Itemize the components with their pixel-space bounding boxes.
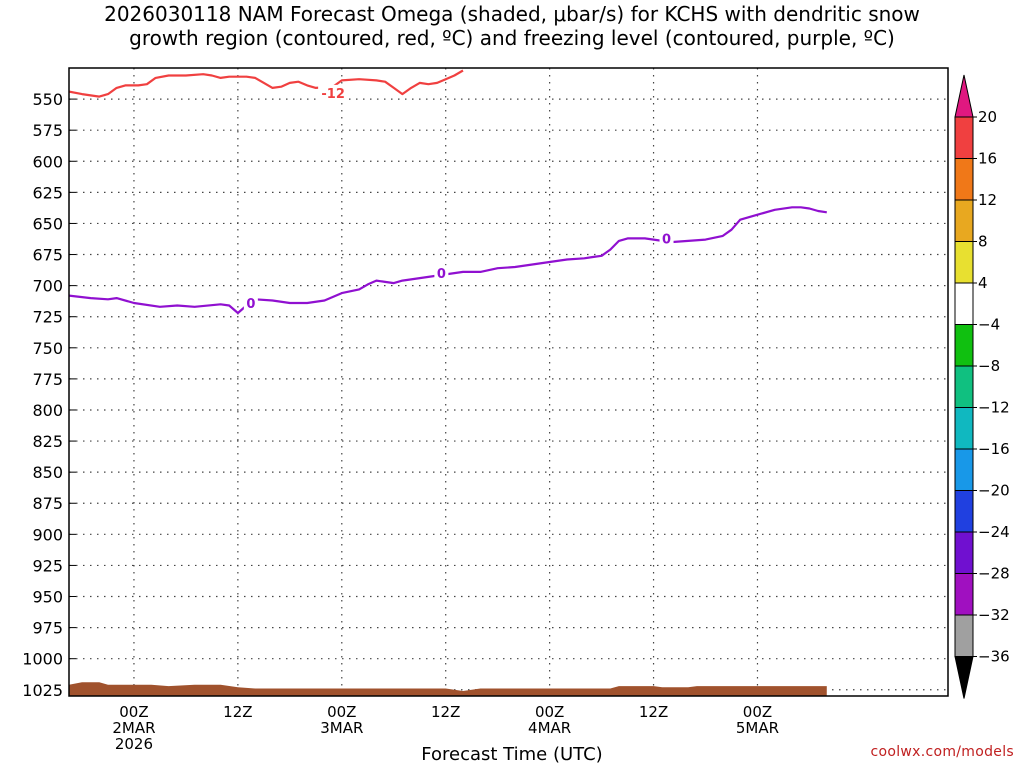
x-tick-label: 00Z [119,703,148,721]
contour-label-bg [659,230,674,247]
y-tick-label: 575 [32,121,63,140]
y-tick-label: 600 [32,152,63,171]
contour-label: 0 [437,267,446,282]
colorbar-box [954,158,974,201]
chart-title: 2026030118 NAM Forecast Omega (shaded, μ… [104,2,920,50]
x-tick-label: 12Z [223,703,252,721]
colorbar-box [954,448,974,491]
x-tick-label: 00Z [743,703,772,721]
x-tick-label: 5MAR [736,719,779,737]
colorbar-box [954,407,974,450]
colorbar-label: 16 [978,150,997,168]
y-tick-label: 825 [32,432,63,451]
y-tick-label: 950 [32,588,63,607]
contour-label-bg [243,295,258,312]
plot-frame [68,67,949,697]
y-tick-label: 700 [32,277,63,296]
ground-area [69,682,827,696]
x-tick-label: 00Z [327,703,356,721]
contour-label-bg [434,265,449,282]
dgz-contour-line [69,69,464,98]
colorbar-label: 4 [978,274,988,292]
colorbar-box [954,531,974,574]
y-tick-label: 875 [32,494,63,513]
y-tick-label: 550 [32,90,63,109]
y-tick-label: 850 [32,463,63,482]
y-tick-label: 975 [32,619,63,638]
plot-series: -12 0 0 0 [69,69,827,696]
contour-label: 0 [246,297,255,312]
colorbar-box [954,614,974,657]
y-tick-label: 675 [32,246,63,265]
contour-label: -12 [321,87,345,102]
y-tick-label: 1000 [22,650,63,669]
colorbar-box [954,241,974,284]
freezing-level-line [69,206,827,315]
colorbar-label: −24 [978,523,1010,541]
colorbar-box [954,573,974,616]
x-tick-label: 12Z [431,703,460,721]
y-tick-label: 900 [32,525,63,544]
colorbar-box [954,116,974,159]
contour-label: 0 [662,232,671,247]
colorbar-label: −20 [978,482,1010,500]
colorbar-label: −36 [978,648,1010,666]
y-tick-label: 625 [32,183,63,202]
x-tick-label: 00Z [535,703,564,721]
colorbar: 20 16 12 8 4 −4 −8 −12 −16 −20 −24 −28 −32 −36 [954,74,1010,699]
credit-text: coolwx.com/models [870,744,1014,760]
colorbar-label: 12 [978,191,997,209]
colorbar-label: 8 [978,233,988,251]
colorbar-box [954,490,974,533]
x-axis-title: Forecast Time (UTC) [421,744,603,765]
colorbar-box [954,324,974,367]
colorbar-box [954,365,974,408]
colorbar-label: −32 [978,606,1010,624]
x-tick-label: 12Z [639,703,668,721]
y-tick-label: 800 [32,401,63,420]
y-tick-label: 1025 [22,681,63,700]
y-tick-label: 750 [32,339,63,358]
x-tick-label: 4MAR [528,719,571,737]
colorbar-label: −4 [978,316,1000,334]
colorbar-label: 20 [978,108,997,126]
y-tick-label: 925 [32,556,63,575]
x-tick-label: 3MAR [320,719,363,737]
y-tick-label: 775 [32,370,63,389]
colorbar-box [954,282,974,325]
colorbar-label: −16 [978,440,1010,458]
x-tick-label: 2026 [115,735,153,753]
x-tick-label: 2MAR [112,719,155,737]
colorbar-label: −8 [978,357,1000,375]
colorbar-bottom-arrow [954,656,974,699]
colorbar-label: −28 [978,565,1010,583]
y-tick-label: 650 [32,214,63,233]
colorbar-label: −12 [978,399,1010,417]
y-tick-label: 725 [32,308,63,327]
colorbar-top-arrow [954,74,974,118]
contour-label-bg [318,84,349,101]
colorbar-box [954,199,974,242]
